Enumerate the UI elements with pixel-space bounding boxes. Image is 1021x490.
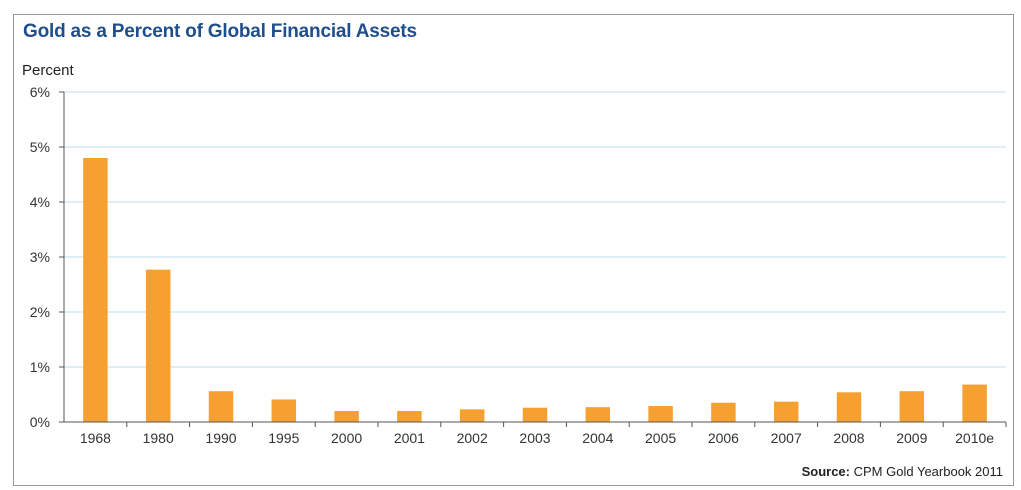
x-tick-label: 2007 [771, 430, 802, 446]
bar [585, 407, 611, 422]
x-tick-label: 2006 [708, 430, 739, 446]
bar [899, 391, 925, 422]
y-tick-label: 4% [30, 194, 50, 210]
x-tick-label: 2003 [519, 430, 550, 446]
source-text: CPM Gold Yearbook 2011 [853, 464, 1003, 479]
y-tick-label: 5% [30, 139, 50, 155]
x-tick-label: 2000 [331, 430, 362, 446]
x-tick-label: 2004 [582, 430, 613, 446]
x-tick-label: 2009 [896, 430, 927, 446]
x-tick-label: 2008 [833, 430, 864, 446]
y-tick-labels: 0% 1% 2% 3% 4% 5% 6% [30, 84, 50, 430]
axes [59, 91, 1007, 427]
chart-frame: Gold as a Percent of Global Financial As… [13, 14, 1014, 486]
y-tick-label: 0% [30, 414, 50, 430]
bar [271, 399, 297, 422]
chart-title: Gold as a Percent of Global Financial As… [23, 21, 417, 42]
y-tick-label: 3% [30, 249, 50, 265]
bar [334, 411, 359, 422]
bar [459, 409, 485, 422]
bar [648, 406, 673, 422]
x-tick-label: 2001 [394, 430, 425, 446]
bar [145, 269, 171, 422]
source-note: Source: CPM Gold Yearbook 2011 [802, 464, 1003, 479]
bar [83, 158, 108, 422]
bar [208, 391, 234, 422]
bar [773, 401, 799, 422]
y-tick-label: 6% [30, 84, 50, 100]
bar [962, 384, 987, 422]
source-label: Source: [801, 464, 850, 479]
y-axis-label: Percent [22, 62, 75, 79]
x-tick-label: 2002 [457, 430, 488, 446]
x-tick-label: 1980 [143, 430, 174, 446]
bar [711, 402, 736, 422]
x-tick-label: 1968 [80, 430, 111, 446]
x-tick-label: 2010e [955, 430, 994, 446]
bar-chart: Percent 0% 1% 2% 3% 4% 5% 6% 1968 1980 1990 1995 2… [22, 62, 1007, 446]
x-tick-label: 1995 [268, 430, 299, 446]
x-tick-label: 1990 [205, 430, 236, 446]
bar [397, 411, 422, 422]
bars [83, 158, 987, 422]
bar [836, 392, 862, 422]
y-tick-label: 2% [30, 304, 50, 320]
x-tick-label: 2005 [645, 430, 676, 446]
bar [522, 407, 548, 422]
y-tick-label: 1% [30, 359, 50, 375]
x-tick-labels: 1968 1980 1990 1995 2000 2001 2002 2003 2004 2005… [80, 430, 994, 446]
gridlines [64, 91, 1006, 368]
